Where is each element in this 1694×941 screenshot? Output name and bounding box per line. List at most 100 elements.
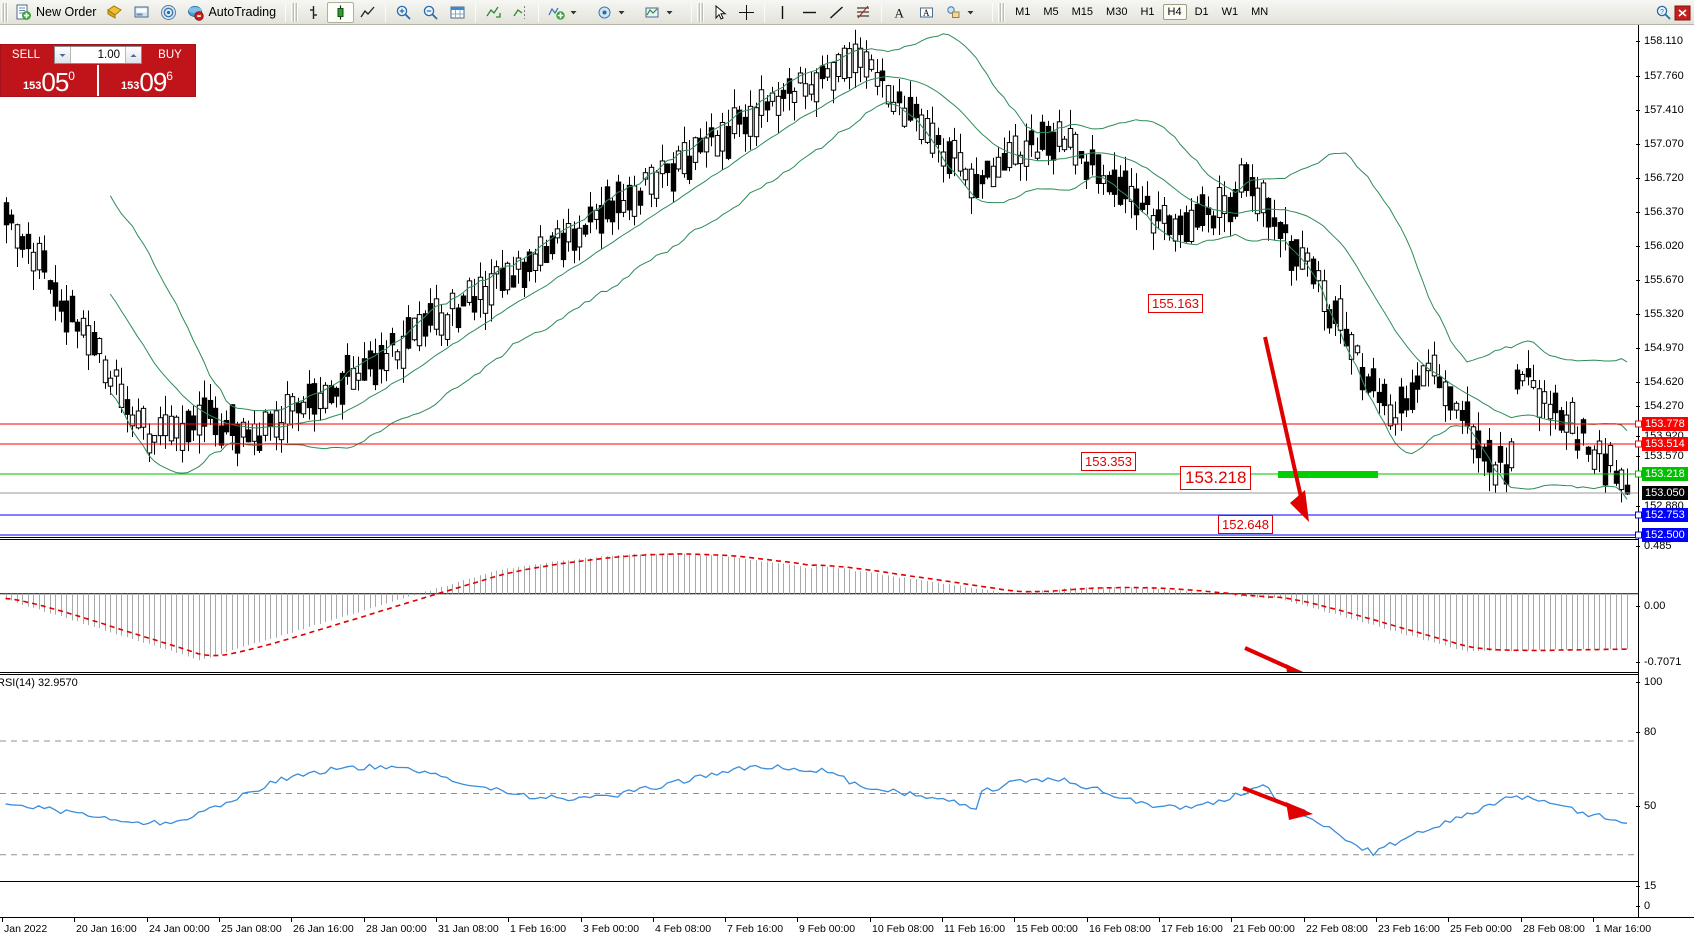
crosshair-button[interactable]: [733, 2, 760, 23]
shapes-icon: [945, 4, 962, 21]
price-level-handle[interactable]: [1635, 470, 1642, 478]
price-annotation-box[interactable]: 152.648: [1218, 515, 1273, 534]
time-tick: [1376, 918, 1377, 922]
autoscroll-button[interactable]: [480, 2, 507, 23]
toolbar-grip[interactable]: [1, 2, 8, 22]
price-level-badge[interactable]: 153.778: [1642, 417, 1688, 431]
price-annotation-box[interactable]: 155.163: [1148, 294, 1203, 313]
volume-stepper[interactable]: 1.00: [54, 46, 142, 64]
chevron-down-icon[interactable]: [617, 4, 634, 21]
price-annotation-box[interactable]: 153.353: [1081, 452, 1136, 471]
macd-chart-pane[interactable]: [0, 540, 1638, 672]
toolbar-grip-2[interactable]: [291, 2, 299, 22]
timeframe-mn[interactable]: MN: [1251, 6, 1269, 18]
help-icon[interactable]: ?: [1655, 4, 1672, 21]
shapes-button[interactable]: [940, 2, 988, 23]
cursor-button[interactable]: [706, 2, 733, 23]
toolbar-grip-3[interactable]: [697, 2, 705, 22]
templates-button[interactable]: [591, 2, 639, 23]
axis-tick: [1636, 886, 1640, 887]
chart-shift-button[interactable]: [507, 2, 534, 23]
price-level-badge[interactable]: 153.218: [1642, 467, 1688, 481]
text-icon: A: [891, 4, 908, 21]
vertical-line-button[interactable]: [769, 2, 796, 23]
text-button[interactable]: A: [886, 2, 913, 23]
buy-price-display[interactable]: 153 09 6: [97, 65, 195, 96]
objects-button[interactable]: [639, 2, 687, 23]
signals-button[interactable]: [155, 2, 182, 23]
price-level-handle[interactable]: [1635, 440, 1642, 448]
line-chart-button[interactable]: [354, 2, 381, 23]
time-tick: [942, 918, 943, 922]
time-tick: [364, 918, 365, 922]
time-tick-label: 16 Feb 08:00: [1089, 923, 1151, 935]
zoom-out-button[interactable]: [417, 2, 444, 23]
sell-button[interactable]: SELL: [1, 45, 51, 65]
zoom-in-button[interactable]: [390, 2, 417, 23]
axis-tick-label: 158.110: [1644, 35, 1683, 47]
sell-price-display[interactable]: 153 05 0: [1, 65, 97, 96]
terminal-button[interactable]: [128, 2, 155, 23]
main-toolbar: New Order: [0, 0, 1694, 25]
timeframe-m5[interactable]: M5: [1043, 6, 1059, 18]
price-axis[interactable]: 158.110 157.760 157.410 157.070 156.720 156.3…: [1635, 25, 1694, 917]
grid-button[interactable]: [444, 2, 471, 23]
price-level-badge[interactable]: 153.050: [1642, 486, 1688, 500]
fibonacci-button[interactable]: [850, 2, 877, 23]
toolbar-separator-1: [285, 2, 287, 22]
price-level-badge[interactable]: 153.514: [1642, 437, 1688, 451]
close-icon[interactable]: [1674, 4, 1691, 21]
time-tick-label: 25 Feb 00:00: [1450, 923, 1512, 935]
chevron-down-icon[interactable]: [569, 4, 586, 21]
axis-tick: [1636, 76, 1640, 77]
trendline-button[interactable]: [823, 2, 850, 23]
grid-icon: [449, 4, 466, 21]
price-level-handle[interactable]: [1635, 531, 1642, 539]
price-level-badge[interactable]: 152.500: [1642, 528, 1688, 542]
axis-tick-label: 154.270: [1644, 400, 1684, 412]
one-click-top-row: SELL 1.00 BUY: [1, 45, 195, 65]
timeframe-m30[interactable]: M30: [1106, 6, 1128, 18]
time-tick-label: 26 Jan 16:00: [293, 923, 354, 935]
indicators-button[interactable]: [543, 2, 591, 23]
sell-price-prefix: 153: [23, 80, 42, 92]
bar-chart-button[interactable]: [300, 2, 327, 23]
chevron-down-icon[interactable]: [665, 4, 682, 21]
axis-tick: [1636, 682, 1640, 683]
time-tick-label: 24 Jan 00:00: [149, 923, 210, 935]
price-level-handle[interactable]: [1635, 511, 1642, 519]
timeframe-m1[interactable]: M1: [1015, 6, 1031, 18]
time-tick: [291, 918, 292, 922]
buy-price-prefix: 153: [121, 80, 140, 92]
timeframe-h1[interactable]: H1: [1140, 6, 1155, 18]
timeframe-w1[interactable]: W1: [1221, 6, 1239, 18]
timeframe-d1[interactable]: D1: [1194, 6, 1209, 18]
volume-dropdown-button[interactable]: [55, 47, 71, 63]
price-level-badge[interactable]: 152.753: [1642, 508, 1688, 522]
price-level-handle[interactable]: [1635, 420, 1642, 428]
line-chart-icon: [359, 4, 376, 21]
timeframe-h4[interactable]: H4: [1162, 4, 1187, 20]
new-order-button[interactable]: New Order: [10, 2, 101, 23]
expert-advisor-button[interactable]: [101, 2, 128, 23]
autotrading-icon: [187, 4, 205, 21]
price-chart-pane[interactable]: [0, 25, 1638, 537]
toolbar-grip-4[interactable]: [998, 2, 1006, 22]
time-tick-label: 21 Feb 00:00: [1233, 923, 1295, 935]
horizontal-line-button[interactable]: [796, 2, 823, 23]
buy-button[interactable]: BUY: [145, 45, 195, 65]
volume-value[interactable]: 1.00: [97, 49, 120, 61]
axis-tick: [1636, 906, 1640, 907]
rsi-chart-pane[interactable]: [0, 706, 1638, 881]
volume-up-button[interactable]: [125, 47, 141, 63]
timeframe-m15[interactable]: M15: [1071, 6, 1094, 18]
autotrading-button[interactable]: AutoTrading: [182, 2, 281, 23]
chevron-down-icon[interactable]: [966, 4, 983, 21]
candlestick-chart-button[interactable]: [327, 1, 355, 23]
price-annotation-box[interactable]: 153.218: [1180, 466, 1252, 490]
price-chart-svg: [0, 29, 1638, 536]
label-button[interactable]: A: [913, 2, 940, 23]
time-axis[interactable]: Jan 2022 20 Jan 16:00 24 Jan 00:00 25 Jan 0…: [0, 917, 1694, 941]
sell-price-big: 05: [41, 67, 69, 97]
one-click-trading-panel[interactable]: SELL 1.00 BUY 153 05 0 153 09 6: [0, 44, 196, 97]
